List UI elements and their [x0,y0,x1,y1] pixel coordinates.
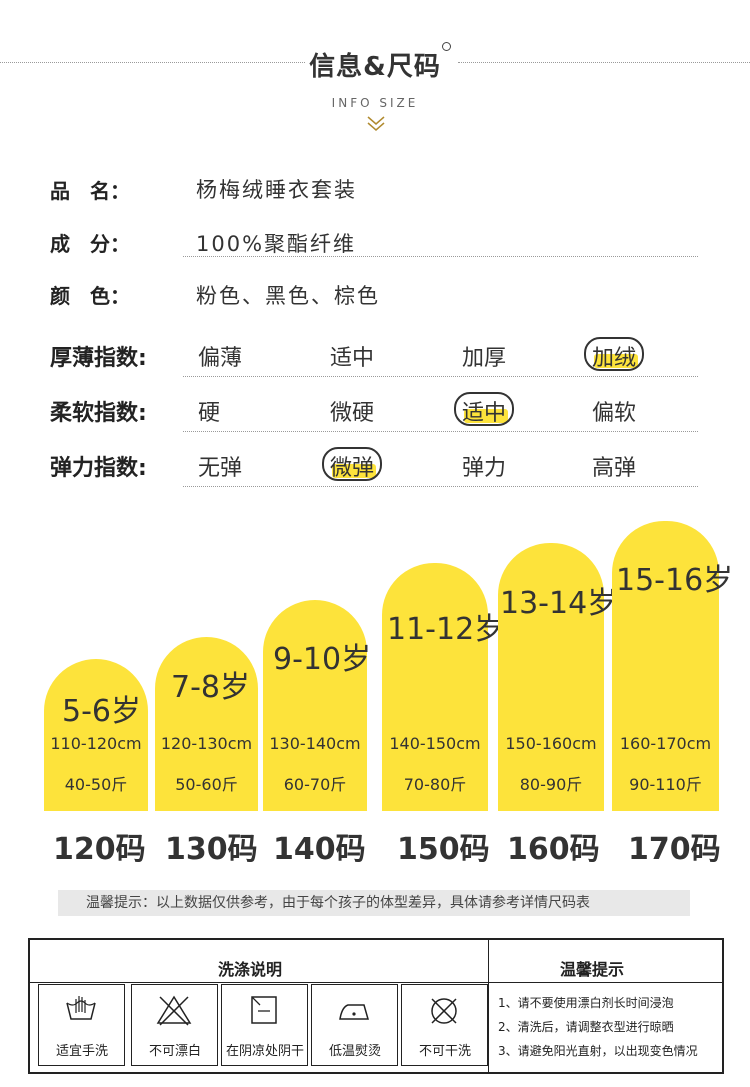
index-option: 微硬 [330,401,375,426]
material-value: 100%聚酯纤维 [196,232,357,256]
page-title: 信息&尺码 [309,52,441,82]
wash-title: 洗涤说明 [218,960,283,979]
index-option: 偏薄 [198,346,243,371]
size-code: 150码 [397,832,490,867]
size-age: 5-6岁 [62,694,141,729]
size-height: 110-120cm [50,734,142,753]
selected-outline [584,337,644,371]
size-weight: 40-50斤 [64,775,128,794]
size-card [44,659,148,811]
size-height: 130-140cm [269,734,361,753]
selected-highlight [464,409,508,423]
index-rule [183,376,698,377]
selected-outline [322,447,382,481]
size-card [498,543,604,811]
care-table [28,938,724,1074]
size-age: 9-10岁 [273,642,372,677]
size-weight: 90-110斤 [629,775,702,794]
size-card [612,521,719,811]
care-note-3: 3、请避免阳光直射，以出现变色情况 [498,1044,698,1058]
index-rule [183,431,698,432]
header-rule-right [458,62,750,63]
selected-highlight [594,354,638,368]
care-cell [401,984,488,1066]
index-label: 弹力指数: [50,456,147,481]
size-code: 130码 [165,832,258,867]
tip-bar: 温馨提示：以上数据仅供参考，由于每个孩子的体型差异，具体请参考详情尺码表 [58,890,690,916]
size-code: 140码 [273,832,366,867]
size-code: 170码 [628,832,721,867]
index-label: 柔软指数: [50,401,147,426]
tips-title: 温馨提示 [560,960,625,979]
size-height: 120-130cm [160,734,253,753]
index-option: 硬 [198,401,221,426]
index-option: 加厚 [462,346,507,371]
size-age: 7-8岁 [171,670,250,705]
color-value: 粉色、黑色、棕色 [196,284,380,308]
low-iron-icon [339,1004,369,1020]
title-circle-icon [442,42,451,51]
size-card [155,637,258,811]
size-age: 13-14岁 [500,586,618,621]
care-label: 不可漂白 [148,1044,201,1059]
size-height: 140-150cm [389,734,481,753]
index-option: 适中 [330,346,375,371]
color-label: 颜 色： [50,284,130,308]
size-weight: 70-80斤 [403,775,467,794]
care-cell [311,984,398,1066]
material-rule [183,256,698,257]
care-cell [131,984,218,1066]
size-height: 150-160cm [505,734,597,753]
index-rule [183,486,698,487]
name-value: 杨梅绒睡衣套装 [196,178,357,202]
index-option: 无弹 [198,456,243,481]
header-rule-left [0,62,305,63]
no-dry-clean-icon [431,998,457,1024]
page-subtitle: INFO SIZE [331,96,419,110]
size-code: 120码 [53,832,146,867]
index-label: 厚薄指数: [50,346,147,371]
material-label: 成 分： [50,232,130,256]
index-option: 偏软 [592,401,637,426]
index-option: 高弹 [592,456,637,481]
care-label: 在阴凉处阴干 [225,1044,304,1059]
care-note-1: 1、请不要使用漂白剂长时间浸泡 [498,996,674,1010]
index-option: 微弹 [330,456,375,481]
size-height: 160-170cm [619,734,712,753]
no-bleach-icon [156,995,192,1026]
care-cell [38,984,125,1066]
care-note-2: 2、清洗后，请调整衣型进行晾晒 [498,1020,674,1034]
hand-wash-icon [66,996,96,1020]
size-card [382,563,488,811]
index-option: 适中 [462,401,507,426]
care-label: 低温熨烫 [328,1044,381,1059]
selected-highlight [332,464,376,478]
selected-outline [454,392,514,426]
table-v-rule [488,938,489,1074]
size-weight: 60-70斤 [283,775,347,794]
chevron-down-icon [367,116,385,131]
name-label: 品 名： [50,179,130,203]
care-label: 不可干洗 [418,1044,471,1059]
size-code: 160码 [507,832,600,867]
size-weight: 80-90斤 [519,775,583,794]
index-option: 加绒 [592,346,637,371]
table-h-rule [28,982,724,983]
size-age: 15-16岁 [616,563,734,598]
care-cell [221,984,308,1066]
size-weight: 50-60斤 [175,775,238,794]
size-age: 11-12岁 [387,612,505,647]
index-option: 弹力 [462,456,507,481]
size-card [263,600,367,811]
shade-dry-icon [251,996,277,1024]
care-label: 适宜手洗 [55,1044,108,1059]
